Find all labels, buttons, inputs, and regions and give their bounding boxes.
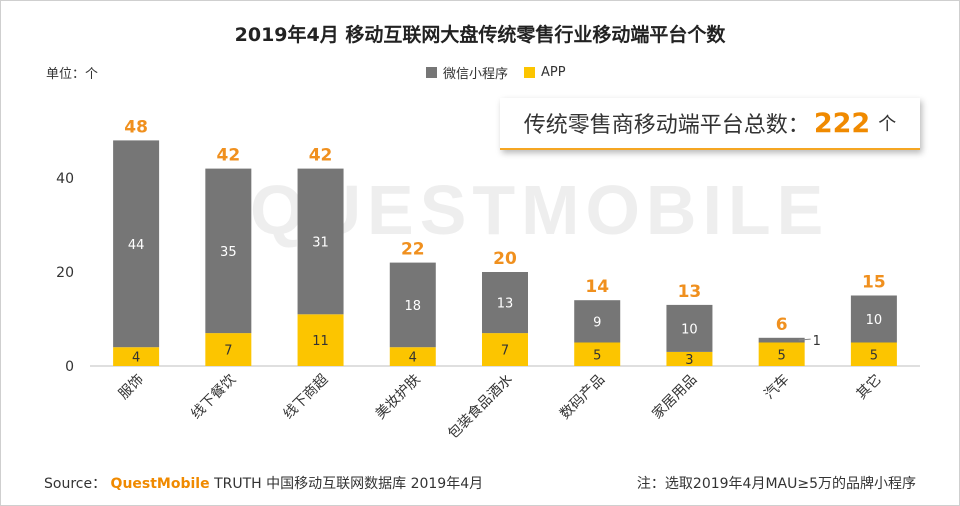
source-note: Source： QuestMobile TRUTH 中国移动互联网数据库 201… bbox=[44, 473, 483, 493]
total-callout-unit: 个 bbox=[878, 114, 897, 135]
bar-app-label-4: 7 bbox=[501, 344, 509, 359]
bar-total-label-6: 13 bbox=[678, 282, 702, 302]
legend: 微信小程序 APP bbox=[426, 63, 566, 82]
bar-total-label-8: 15 bbox=[862, 273, 886, 293]
bar-miniprogram-0 bbox=[113, 140, 160, 348]
bar-miniprogram-label-0: 44 bbox=[128, 238, 145, 253]
bar-total-label-0: 48 bbox=[124, 117, 148, 137]
x-tick-label-1: 线下餐饮 bbox=[188, 372, 239, 423]
bar-miniprogram-6 bbox=[666, 304, 713, 352]
bar-miniprogram-8 bbox=[850, 295, 897, 343]
x-tick-label-8: 其它 bbox=[853, 371, 885, 403]
bar-app-7 bbox=[758, 342, 805, 366]
total-callout-label: 传统零售商移动端平台总数： bbox=[523, 113, 810, 138]
bar-miniprogram-label-8: 10 bbox=[866, 313, 883, 328]
bar-miniprogram-label-1: 35 bbox=[220, 245, 237, 260]
bar-miniprogram-7 bbox=[758, 337, 805, 343]
bar-miniprogram-leader-7 bbox=[798, 338, 811, 341]
x-tick-label-5: 数码产品 bbox=[557, 372, 608, 423]
bar-miniprogram-label-4: 13 bbox=[497, 297, 514, 312]
bar-app-8 bbox=[850, 342, 897, 366]
bar-app-label-6: 3 bbox=[685, 353, 693, 368]
bar-app-label-8: 5 bbox=[870, 348, 878, 363]
bar-app-label-7: 5 bbox=[778, 348, 786, 363]
bar-app-5 bbox=[574, 342, 621, 366]
bar-app-label-5: 5 bbox=[593, 348, 601, 363]
bar-app-2 bbox=[297, 314, 344, 366]
bar-app-label-2: 11 bbox=[312, 334, 329, 349]
bar-miniprogram-5 bbox=[574, 300, 621, 343]
legend-swatch-app bbox=[524, 67, 536, 78]
bar-app-6 bbox=[666, 351, 713, 366]
x-tick-label-7: 汽车 bbox=[761, 371, 793, 403]
bar-app-3 bbox=[389, 347, 436, 366]
legend-item-app: APP bbox=[524, 63, 566, 82]
y-tick-label-2: 40 bbox=[56, 171, 74, 187]
bar-miniprogram-label-3: 18 bbox=[405, 299, 422, 314]
bar-miniprogram-label-7: 1 bbox=[813, 334, 821, 349]
bar-total-label-2: 42 bbox=[309, 146, 333, 166]
x-tick-label-2: 线下商超 bbox=[280, 372, 331, 423]
bar-app-label-0: 4 bbox=[132, 351, 140, 366]
y-tick-label-1: 20 bbox=[56, 265, 74, 281]
bar-total-label-1: 42 bbox=[216, 146, 240, 166]
bar-total-label-5: 14 bbox=[585, 277, 609, 297]
legend-item-miniprogram: 微信小程序 bbox=[426, 63, 508, 82]
y-tick-label-0: 0 bbox=[65, 359, 74, 375]
watermark: QUESTMOBILE bbox=[250, 171, 830, 249]
bar-miniprogram-label-6: 10 bbox=[681, 322, 698, 337]
bar-miniprogram-4 bbox=[482, 272, 528, 334]
x-tick-label-4: 包装食品酒水 bbox=[444, 371, 515, 442]
bar-miniprogram-label-5: 9 bbox=[593, 315, 601, 330]
bar-miniprogram-1 bbox=[205, 168, 252, 334]
source-suffix: TRUTH 中国移动互联网数据库 2019年4月 bbox=[214, 476, 484, 492]
source-prefix: Source： bbox=[44, 476, 107, 492]
footnote: 注：选取2019年4月MAU≥5万的品牌小程序 bbox=[636, 476, 916, 492]
x-tick-label-3: 美妆护肤 bbox=[373, 372, 424, 423]
bar-app-4 bbox=[482, 333, 528, 366]
bar-miniprogram-label-2: 31 bbox=[312, 235, 329, 250]
bar-miniprogram-3 bbox=[389, 262, 436, 348]
source-brand: QuestMobile bbox=[110, 476, 210, 492]
x-tick-label-6: 家居用品 bbox=[649, 371, 701, 423]
bar-app-label-1: 7 bbox=[224, 344, 232, 359]
legend-swatch-miniprogram bbox=[426, 67, 437, 78]
unit-label: 单位：个 bbox=[46, 67, 99, 82]
bar-app-1 bbox=[205, 333, 252, 366]
bar-total-label-3: 22 bbox=[401, 240, 425, 260]
bar-app-label-3: 4 bbox=[409, 351, 417, 366]
chart-title: 2019年4月 移动互联网大盘传统零售行业移动端平台个数 bbox=[234, 24, 726, 46]
bar-total-label-4: 20 bbox=[493, 249, 517, 269]
total-callout: 传统零售商移动端平台总数： 222 个 bbox=[500, 98, 920, 150]
bar-miniprogram-2 bbox=[297, 168, 344, 315]
bar-total-label-7: 6 bbox=[776, 315, 788, 335]
bar-app-0 bbox=[113, 347, 160, 366]
legend-label-app: APP bbox=[541, 65, 566, 80]
legend-label-miniprogram: 微信小程序 bbox=[443, 67, 509, 82]
x-tick-label-0: 服饰 bbox=[116, 372, 147, 403]
total-callout-value: 222 bbox=[813, 107, 871, 139]
